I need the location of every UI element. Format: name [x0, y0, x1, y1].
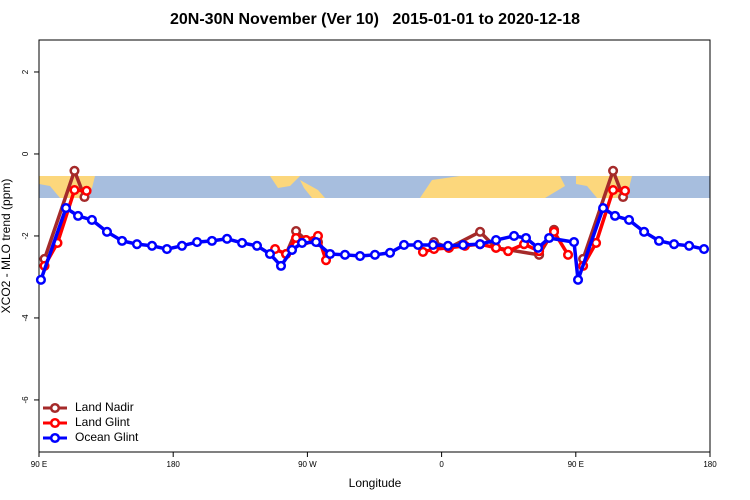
point [427, 239, 439, 251]
point [176, 240, 188, 251]
point [475, 226, 486, 237]
point [286, 244, 298, 255]
x-tick-label: 90 W [298, 460, 317, 469]
legend-marker [49, 402, 61, 414]
point [101, 226, 113, 237]
y-axis-label: XCO2 - MLO trend (ppm) [0, 179, 13, 314]
legend-label: Land Glint [75, 415, 130, 429]
x-tick-label: 0 [439, 460, 444, 469]
point [237, 237, 248, 248]
point [608, 184, 619, 196]
point [310, 237, 322, 248]
point [412, 239, 424, 251]
point [609, 210, 621, 221]
point [69, 165, 80, 176]
point [146, 240, 158, 251]
point [639, 226, 650, 237]
map-band [39, 176, 710, 198]
point [73, 210, 84, 221]
point [206, 235, 218, 246]
point [568, 237, 580, 248]
point [86, 214, 97, 226]
point [264, 248, 276, 260]
point [354, 250, 366, 262]
point [562, 249, 574, 260]
point [275, 260, 287, 271]
point [548, 226, 560, 237]
x-tick-label: 90 E [568, 460, 584, 469]
point [117, 235, 128, 246]
y-tick-label: -6 [21, 396, 30, 404]
point [192, 237, 203, 248]
point [69, 184, 80, 196]
point [572, 274, 584, 285]
legend-marker [49, 417, 61, 429]
point [398, 239, 410, 251]
point [417, 246, 429, 257]
point [669, 239, 680, 250]
x-tick-label: 90 E [31, 460, 47, 469]
point [339, 249, 351, 260]
point [653, 235, 665, 246]
point [296, 237, 308, 248]
x-tick-label: 180 [167, 460, 181, 469]
point [520, 232, 532, 244]
point [81, 185, 92, 196]
point [509, 230, 520, 242]
point [325, 248, 336, 260]
point [490, 242, 502, 253]
point [503, 246, 514, 257]
y-tick-label: -4 [21, 314, 30, 322]
point [251, 240, 263, 251]
point [598, 203, 609, 214]
point [533, 242, 544, 253]
x-tick-label: 180 [703, 460, 717, 469]
point [161, 244, 172, 255]
legend-label: Ocean Glint [75, 430, 139, 444]
y-tick-label: -2 [21, 232, 30, 240]
point [684, 240, 695, 251]
x-axis-label: Longitude [349, 476, 402, 490]
y-tick-label: 2 [21, 69, 30, 74]
point [442, 240, 454, 251]
point [619, 185, 631, 196]
point [608, 165, 619, 176]
point [221, 233, 233, 244]
point [291, 232, 302, 244]
point [131, 239, 143, 250]
point [60, 203, 72, 214]
point [35, 274, 46, 285]
point [458, 239, 469, 251]
point [544, 232, 555, 244]
point [384, 247, 396, 258]
point [698, 244, 710, 255]
point [475, 239, 486, 250]
point [623, 214, 635, 226]
y-tick-label: 0 [21, 151, 30, 156]
series-line [39, 205, 705, 281]
legend-label: Land Nadir [75, 400, 134, 414]
point [369, 249, 380, 260]
chart-title: 20N-30N November (Ver 10) 2015-01-01 to … [170, 11, 580, 28]
point [490, 235, 502, 246]
legend-marker [49, 432, 61, 444]
plot-frame [38, 39, 711, 453]
